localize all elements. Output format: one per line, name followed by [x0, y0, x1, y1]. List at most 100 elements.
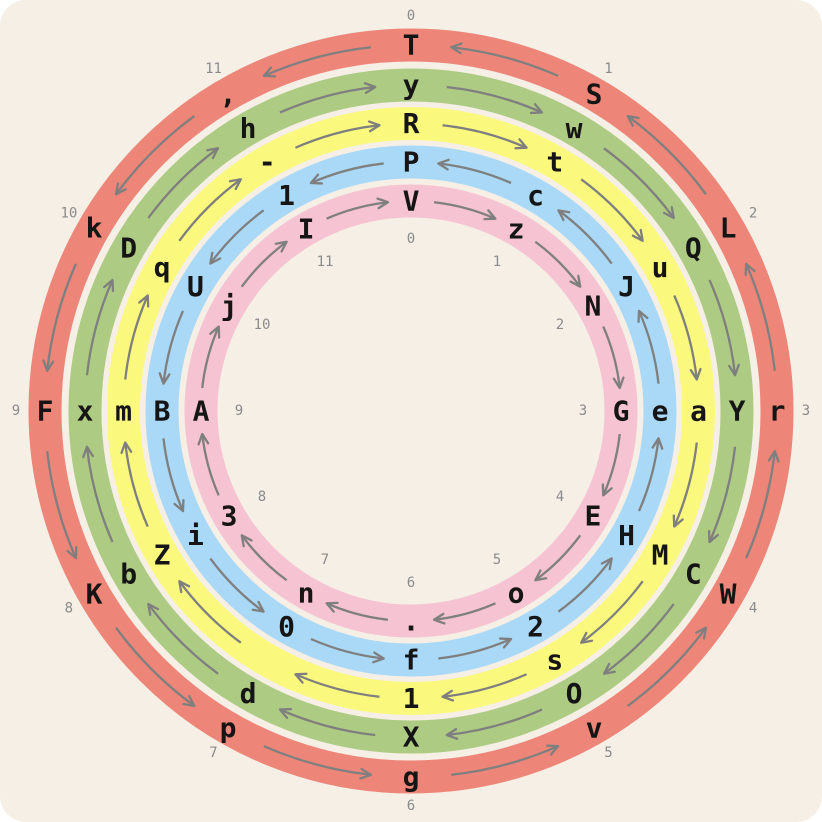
ring-char-green-11: h	[240, 112, 257, 145]
flow-arrow-pink-7	[240, 534, 288, 582]
arrow-head-yellow-1	[631, 228, 644, 242]
inner-position-label-1: 1	[493, 254, 501, 270]
ring-char-yellow-8: Z	[154, 538, 171, 571]
ring-char-pink-3: G	[613, 395, 630, 428]
arrow-head-green-2	[728, 363, 740, 377]
ring-band-red	[28, 28, 794, 794]
flow-arrow-pink-11	[326, 201, 389, 220]
flow-arrow-blue-1	[557, 209, 613, 265]
arrow-head-blue-3	[651, 437, 664, 450]
ring-char-red-6: g	[403, 761, 420, 794]
ring-char-pink-6: .	[403, 605, 420, 638]
inner-position-label-3: 3	[579, 403, 587, 419]
arrow-head-pink-2	[612, 376, 625, 390]
flow-arrow-yellow-9	[124, 294, 149, 380]
arrow-head-green-7	[147, 602, 160, 616]
ring-char-green-5: O	[566, 677, 583, 710]
ring-char-yellow-5: s	[546, 644, 563, 677]
arrow-head-blue-5	[498, 637, 513, 649]
arrow-head-pink-4	[534, 569, 548, 582]
ring-char-green-1: w	[566, 112, 583, 145]
arrow-head-blue-4	[600, 557, 613, 571]
flow-arrow-blue-11	[310, 162, 384, 185]
ring-char-blue-6: f	[403, 644, 420, 677]
flow-arrow-yellow-5	[442, 673, 528, 698]
outer-position-label-2: 2	[749, 206, 757, 222]
flow-arrow-blue-0	[438, 162, 512, 185]
arrow-head-yellow-7	[178, 580, 191, 594]
flow-arrow-pink-5	[433, 602, 496, 621]
ring-char-yellow-3: a	[690, 395, 707, 428]
arrow-head-yellow-2	[689, 367, 702, 381]
flow-arrow-red-8	[46, 451, 77, 559]
arrow-head-red-6	[359, 767, 372, 780]
ring-char-green-4: C	[685, 558, 702, 591]
ring-char-pink-10: j	[221, 290, 238, 323]
arrow-head-red-9	[42, 359, 55, 372]
arrow-head-red-0	[450, 42, 463, 55]
ring-char-red-3: r	[769, 395, 786, 428]
ring-char-blue-10: U	[187, 270, 204, 303]
arrow-head-blue-10	[209, 251, 222, 265]
ring-char-pink-1: z	[508, 213, 525, 246]
arrow-head-pink-10	[274, 240, 288, 253]
flow-arrow-red-3	[745, 451, 776, 559]
flow-arrow-yellow-7	[178, 580, 242, 644]
flow-arrow-green-5	[446, 708, 543, 737]
arrow-head-blue-9	[158, 372, 171, 385]
arrow-head-green-9	[102, 278, 115, 293]
inner-position-label-11: 11	[317, 254, 334, 270]
ring-char-blue-5: 2	[527, 610, 544, 643]
flow-arrow-pink-4	[534, 534, 582, 582]
arrow-head-blue-11	[309, 173, 324, 185]
flow-arrow-yellow-10	[178, 178, 242, 242]
ring-char-green-6: X	[403, 721, 420, 754]
flow-arrow-red-4	[626, 626, 707, 707]
flow-arrow-yellow-0	[442, 124, 528, 149]
ring-char-pink-5: o	[508, 576, 525, 609]
arrow-head-red-2	[744, 262, 756, 277]
flow-arrow-blue-5	[438, 637, 512, 660]
arrow-head-yellow-11	[367, 120, 381, 133]
flow-arrow-blue-2	[637, 310, 660, 384]
ring-char-blue-7: 0	[278, 610, 295, 643]
ring-char-green-2: Q	[685, 232, 702, 265]
ring-char-green-7: d	[240, 677, 257, 710]
flow-arrow-blue-6	[310, 637, 384, 660]
inner-position-label-2: 2	[556, 317, 564, 333]
ring-char-yellow-0: R	[403, 107, 420, 140]
ring-char-blue-9: B	[154, 395, 171, 428]
flow-arrow-yellow-2	[673, 294, 698, 380]
ring-char-yellow-11: -	[259, 146, 276, 179]
ring-char-yellow-10: q	[154, 251, 171, 284]
inner-position-label-6: 6	[407, 575, 415, 591]
arrow-head-blue-2	[637, 309, 649, 324]
arrow-head-green-1	[662, 206, 675, 220]
ring-char-blue-8: i	[187, 519, 204, 552]
outer-position-label-8: 8	[65, 601, 73, 617]
ring-char-red-5: v	[586, 712, 603, 745]
outer-position-label-6: 6	[407, 798, 415, 814]
ring-char-red-10: k	[86, 212, 103, 245]
arrow-head-pink-5	[432, 612, 446, 625]
inner-position-label-8: 8	[258, 489, 266, 505]
arrow-head-pink-9	[209, 325, 221, 339]
flow-arrow-yellow-11	[294, 124, 380, 149]
flow-arrow-green-10	[147, 147, 219, 219]
flow-arrow-blue-9	[162, 310, 185, 384]
inner-position-label-9: 9	[235, 403, 243, 419]
arrow-head-green-5	[445, 728, 459, 740]
arrow-head-green-4	[602, 662, 616, 675]
ring-char-pink-8: 3	[221, 500, 238, 533]
flow-arrow-red-0	[451, 46, 559, 77]
arrow-head-red-8	[66, 545, 78, 560]
flow-arrow-green-2	[708, 279, 737, 376]
arrow-head-yellow-9	[138, 294, 150, 308]
ring-band-blue	[145, 145, 677, 677]
ring-char-pink-4: E	[584, 500, 601, 533]
inner-position-label-4: 4	[556, 489, 564, 505]
ring-band-yellow	[107, 107, 715, 715]
flow-arrow-pink-9	[201, 326, 220, 389]
arrow-head-pink-0	[483, 209, 497, 221]
